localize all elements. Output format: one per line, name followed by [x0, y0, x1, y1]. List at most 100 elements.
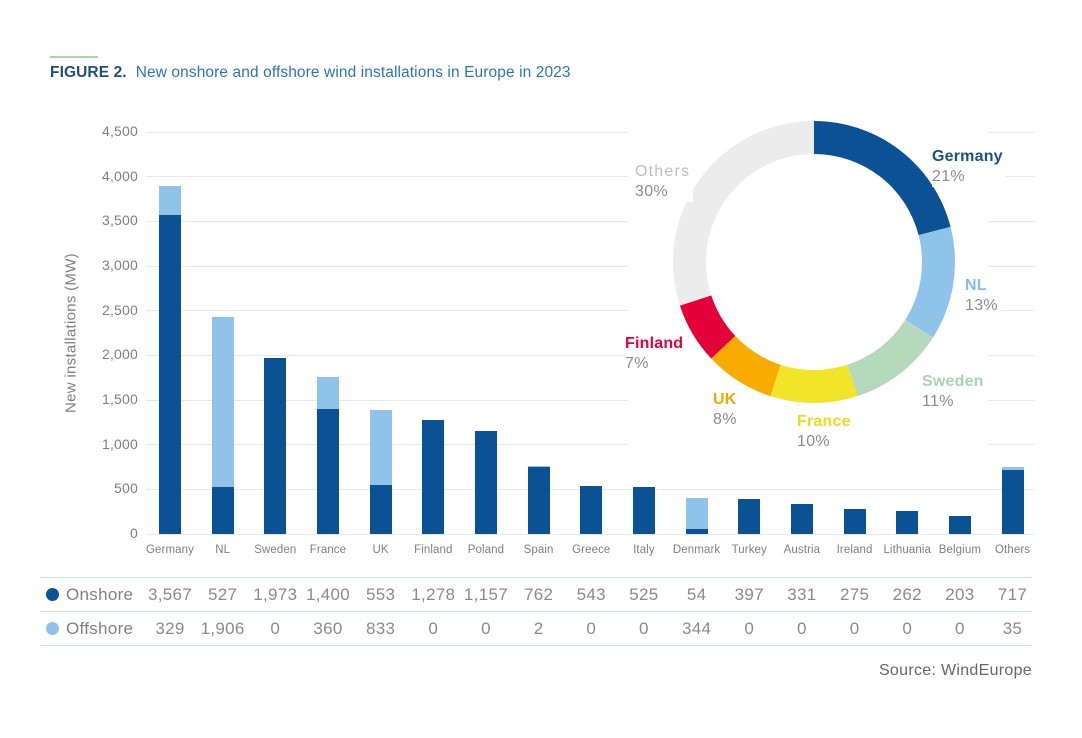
- bar-segment-offshore: [159, 185, 181, 216]
- bar-uk: [369, 410, 392, 534]
- bar-segment-onshore: [211, 486, 234, 534]
- y-axis-tick-label: 4,000: [101, 167, 138, 184]
- y-axis-tick-label: 2,500: [101, 301, 138, 318]
- bar-france: [316, 376, 339, 534]
- gridline: [146, 310, 1035, 312]
- gridline: [146, 399, 1035, 401]
- donut-slice-finland: [679, 295, 736, 359]
- table-value-offshore-germany: 329: [155, 619, 185, 638]
- donut-label-percentage: 30%: [635, 183, 668, 200]
- bar-turkey: [738, 498, 761, 534]
- table-value-onshore-spain: 762: [523, 585, 554, 604]
- bar-germany: [159, 185, 181, 534]
- table-value-offshore-greece: 0: [586, 619, 597, 638]
- x-axis-label: Denmark: [672, 544, 721, 556]
- table-value-onshore-finland: 1,278: [411, 585, 456, 604]
- bar-segment-onshore: [738, 498, 761, 534]
- y-axis-tick-label: 3,500: [101, 212, 138, 229]
- y-axis-tick-label: 4,500: [101, 123, 138, 139]
- bar-ireland: [843, 509, 866, 534]
- donut-label-name: Finland: [625, 335, 684, 352]
- bar-others: [1001, 466, 1024, 534]
- table-value-offshore-italy: 0: [639, 619, 649, 638]
- bar-segment-offshore: [211, 316, 234, 487]
- table-value-onshore-uk: 553: [365, 585, 396, 604]
- stacked-bar-chart: [146, 131, 1035, 535]
- table-value-offshore-ireland: 0: [849, 619, 860, 638]
- donut-label-percentage: 21%: [932, 168, 965, 185]
- table-divider: [40, 645, 1032, 646]
- bar-austria: [790, 504, 813, 534]
- y-axis-tick-label: 1,000: [101, 435, 138, 452]
- legend-label-onshore: Onshore: [66, 585, 134, 604]
- x-axis-label: Finland: [414, 544, 453, 556]
- table-value-offshore-france: 360: [313, 619, 343, 638]
- gridline: [146, 220, 1035, 222]
- gridline: [146, 131, 1035, 133]
- table-value-onshore-greece: 543: [576, 585, 606, 604]
- table-value-offshore-lithuania: 0: [902, 619, 913, 638]
- donut-label-name: NL: [965, 277, 987, 294]
- bar-segment-onshore: [316, 408, 339, 534]
- y-axis-tick-label: 500: [114, 480, 138, 497]
- donut-slice-sweden: [847, 319, 934, 397]
- bar-segment-onshore: [422, 419, 445, 534]
- bar-segment-onshore: [896, 510, 919, 534]
- x-axis-label: NL: [215, 544, 231, 556]
- legend-dot-onshore: [46, 588, 59, 601]
- table-value-offshore-turkey: 0: [744, 619, 755, 638]
- donut-label-percentage: 7%: [625, 355, 649, 372]
- donut-label-name: UK: [713, 391, 737, 408]
- table-value-offshore-uk: 833: [365, 619, 396, 638]
- donut-label-name: Sweden: [922, 373, 984, 390]
- donut-label-percentage: 11%: [922, 393, 954, 410]
- bar-segment-offshore: [1001, 466, 1024, 470]
- gridline: [146, 176, 1035, 178]
- x-axis-label: Belgium: [938, 544, 982, 556]
- x-axis-label: Spain: [523, 544, 554, 556]
- bar-segment-onshore: [790, 504, 813, 534]
- bar-segment-onshore: [369, 484, 392, 534]
- table-value-offshore-finland: 0: [428, 619, 439, 638]
- bar-nl: [211, 316, 234, 534]
- gridline: [146, 533, 1035, 535]
- bar-italy: [632, 487, 655, 534]
- table-value-offshore-denmark: 344: [681, 619, 712, 638]
- table-value-onshore-denmark: 54: [686, 585, 707, 604]
- table-value-onshore-nl: 527: [208, 585, 238, 604]
- table-value-onshore-italy: 525: [629, 585, 659, 604]
- bar-denmark: [685, 498, 708, 534]
- source-caption: Source: WindEurope: [878, 662, 1032, 679]
- table-value-onshore-ireland: 275: [839, 585, 870, 604]
- bar-segment-onshore: [159, 215, 181, 534]
- donut-label-france: France 10%: [797, 412, 854, 452]
- figure-accent-rule: [50, 56, 98, 58]
- gridline: [146, 444, 1035, 446]
- table-value-onshore-austria: 331: [787, 585, 817, 604]
- bar-sweden: [264, 357, 287, 534]
- x-axis-label: UK: [372, 544, 389, 556]
- table-value-offshore-others: 35: [1002, 619, 1023, 638]
- donut-label-name: France: [797, 413, 851, 430]
- donut-label-percentage: 13%: [965, 297, 998, 314]
- donut-label-percentage: 10%: [797, 433, 830, 450]
- bar-segment-onshore: [264, 357, 287, 534]
- legend-label-offshore: Offshore: [66, 619, 134, 638]
- x-axis-label: France: [309, 544, 347, 556]
- bar-belgium: [948, 515, 971, 534]
- x-axis-label: Greece: [572, 544, 611, 556]
- y-axis-tick-label: 0: [130, 525, 138, 541]
- y-axis-tick-labels: 0 500 1,000 1,500 2,000 2,500 3,000 3,500 4,000 4…: [58, 0, 138, 738]
- table-value-offshore-poland: 0: [481, 619, 491, 638]
- table-value-onshore-belgium: 203: [945, 585, 975, 604]
- x-axis-label: Lithuania: [883, 544, 932, 556]
- donut-label-percentage: 8%: [713, 411, 737, 428]
- y-axis-tick-label: 2,000: [101, 346, 138, 363]
- table-value-onshore-germany: 3,567: [147, 585, 193, 604]
- table-value-onshore-france: 1,400: [305, 585, 350, 604]
- bar-segment-onshore: [474, 430, 497, 534]
- donut-slice-nl: [905, 226, 956, 338]
- x-axis-label: Poland: [467, 544, 505, 556]
- bar-segment-onshore: [580, 485, 603, 534]
- table-value-onshore-sweden: 1,973: [253, 585, 298, 604]
